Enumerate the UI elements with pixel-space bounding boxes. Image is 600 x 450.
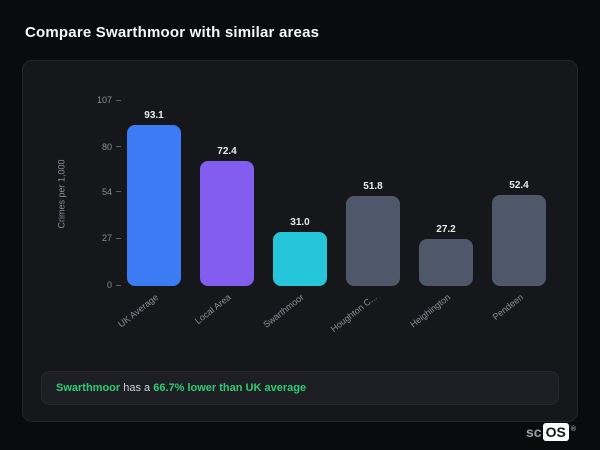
x-tick-label: Swarthmoor xyxy=(261,292,307,330)
bar[interactable] xyxy=(200,161,254,286)
x-tick: Local Area xyxy=(193,286,254,336)
bar-column: 93.1 xyxy=(127,110,181,286)
bar-column: 31.0 xyxy=(273,217,327,286)
bar-value-label: 51.8 xyxy=(363,181,383,192)
scos-logo: sc OS ® xyxy=(526,423,576,441)
bar[interactable] xyxy=(127,125,181,286)
bar-column: 72.4 xyxy=(200,146,254,286)
y-tick: 80 xyxy=(102,142,121,152)
plot-area: Crimes per 1,000 107 80 54 27 0 93.1 72.4 31.0… xyxy=(57,95,552,290)
x-tick-label: UK Average xyxy=(116,292,161,330)
x-tick: Heighington xyxy=(408,286,473,336)
bar[interactable] xyxy=(419,239,473,286)
bar[interactable] xyxy=(273,232,327,286)
bar-value-label: 93.1 xyxy=(144,110,164,121)
bars-group: 93.1 72.4 31.0 51.8 27.2 52.4 xyxy=(127,101,552,286)
tick-mark xyxy=(116,99,121,101)
bar-value-label: 27.2 xyxy=(436,224,456,235)
page-title: Compare Swarthmoor with similar areas xyxy=(25,24,320,41)
y-tick-label: 80 xyxy=(101,141,112,152)
x-tick-label: Local Area xyxy=(193,292,234,327)
note-area-name: Swarthmoor xyxy=(56,382,121,394)
x-axis: UK Average Local Area Swarthmoor Houghton C… xyxy=(116,286,551,336)
x-tick: Pendeen xyxy=(490,286,546,336)
tick-mark xyxy=(116,191,121,193)
y-tick-label: 54 xyxy=(101,186,112,197)
chart-card: Crimes per 1,000 107 80 54 27 0 93.1 72.4 31.0… xyxy=(22,60,578,422)
logo-text-sc: sc xyxy=(526,424,542,440)
bar-chart: Crimes per 1,000 107 80 54 27 0 93.1 72.4 31.0… xyxy=(49,95,552,336)
y-axis-title: Crimes per 1,000 xyxy=(56,158,67,229)
tick-mark xyxy=(116,146,121,148)
y-tick: 54 xyxy=(102,187,121,197)
y-tick: 0 xyxy=(107,280,121,290)
comparison-note: Swarthmoor has a 66.7% lower than UK ave… xyxy=(41,371,559,405)
bar-value-label: 72.4 xyxy=(217,146,237,157)
tick-mark xyxy=(116,284,121,286)
y-tick: 107 xyxy=(97,95,121,105)
x-tick-label: Houghton C... xyxy=(329,292,380,335)
bar-column: 52.4 xyxy=(492,180,546,286)
note-middle-text: has a xyxy=(120,382,154,394)
x-tick-label: Pendeen xyxy=(490,292,526,323)
y-tick-label: 0 xyxy=(106,280,112,290)
bar[interactable] xyxy=(492,195,546,286)
bar-column: 27.2 xyxy=(419,224,473,286)
y-tick-label: 27 xyxy=(101,233,112,244)
bar[interactable] xyxy=(346,196,400,286)
y-axis: 107 80 54 27 0 xyxy=(73,95,121,290)
registered-mark: ® xyxy=(570,426,576,434)
logo-text-os: OS xyxy=(542,423,569,441)
tick-mark xyxy=(116,237,121,239)
bar-value-label: 31.0 xyxy=(290,217,310,228)
bar-column: 51.8 xyxy=(346,181,400,286)
bar-value-label: 52.4 xyxy=(509,180,529,191)
y-tick: 27 xyxy=(102,233,121,243)
x-tick: Houghton C... xyxy=(329,286,400,336)
x-tick: UK Average xyxy=(116,286,181,336)
x-tick-label: Heighington xyxy=(408,292,453,330)
x-tick: Swarthmoor xyxy=(262,286,327,336)
note-highlight: 66.7% lower than UK average xyxy=(153,382,307,394)
y-tick-label: 107 xyxy=(96,95,112,105)
